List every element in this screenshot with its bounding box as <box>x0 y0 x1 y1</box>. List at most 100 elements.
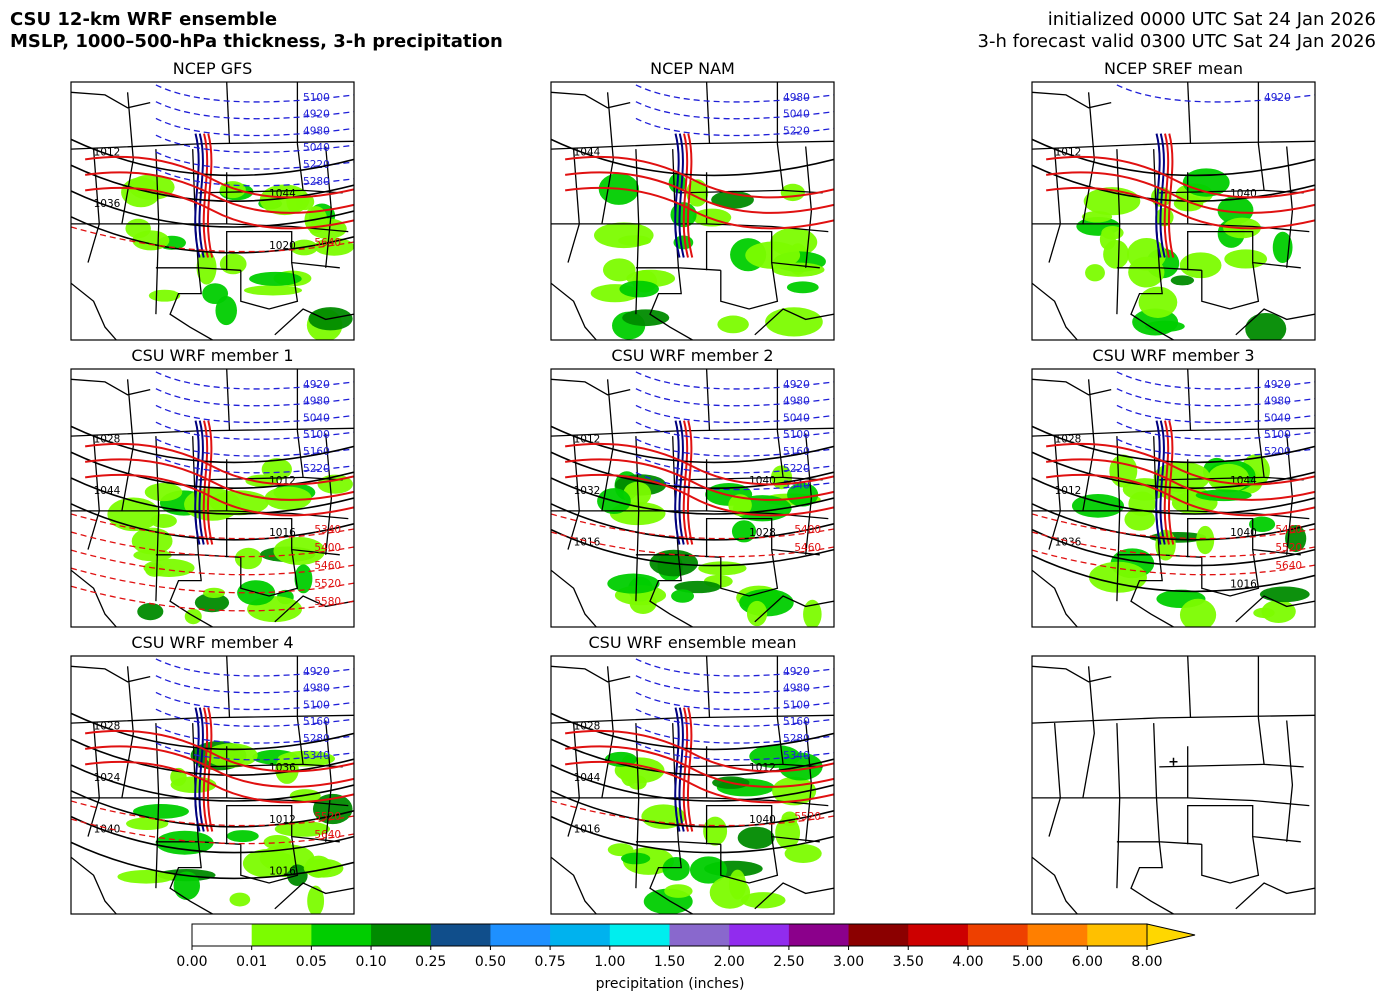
state-border <box>198 763 304 768</box>
warm-label: 5400 <box>794 524 821 536</box>
warm-label: 5460 <box>1275 524 1302 536</box>
thickness-warm <box>1046 171 1315 214</box>
state-border <box>720 549 779 597</box>
thickness-contour <box>635 117 834 137</box>
precip-area <box>133 804 189 819</box>
precip-area <box>145 562 165 577</box>
precip-area <box>662 856 690 881</box>
thickness-label: 5160 <box>303 446 330 458</box>
thickness-contour <box>155 725 354 744</box>
state-border <box>226 82 231 144</box>
front-line <box>198 420 205 545</box>
thickness-warm-dashed <box>551 800 834 827</box>
map-content: 4980 5040 5220 1044 <box>551 82 834 340</box>
precip-area <box>314 237 354 256</box>
colorbar-tick-label: 6.00 <box>1072 954 1103 970</box>
thickness-label: 5100 <box>783 699 810 711</box>
state-border <box>551 856 597 914</box>
thickness-contour <box>155 134 354 153</box>
thickness-warm-dashed <box>551 513 834 540</box>
panel-frame <box>70 655 355 915</box>
isobar-label: 1028 <box>94 720 121 732</box>
thickness-warm <box>85 155 354 199</box>
precip-area <box>729 869 747 900</box>
isobar <box>1032 528 1315 567</box>
precip-area <box>243 285 303 296</box>
precip-area <box>1128 256 1165 288</box>
thickness-warm <box>85 442 354 486</box>
thickness-contour <box>635 404 834 424</box>
isobar-label: 1016 <box>269 527 296 539</box>
state-border <box>71 665 151 683</box>
map-content: 4920 4980 5100 5160 5280 5340 1028 1036 1024 1012… <box>71 656 354 914</box>
state-border <box>601 92 614 225</box>
state-border <box>1082 92 1095 225</box>
panel-frame <box>550 655 835 915</box>
state-border <box>1048 723 1061 837</box>
thickness-contour <box>635 371 834 390</box>
isobar <box>551 503 834 541</box>
precip-area <box>150 513 177 528</box>
warm-label: 5520 <box>314 811 341 823</box>
isobar <box>551 528 834 567</box>
state-border <box>1130 841 1174 914</box>
precip-area <box>294 564 313 594</box>
thickness-warm <box>565 473 834 517</box>
isobar <box>551 712 834 751</box>
precip-area <box>215 296 237 326</box>
precip-area <box>703 816 728 846</box>
thickness-warm <box>565 171 834 214</box>
state-border <box>705 656 711 718</box>
colorbar-segment <box>1027 924 1088 946</box>
thickness-contour <box>1116 371 1315 390</box>
thickness-warm-dashed <box>71 585 354 612</box>
thickness-warm <box>1046 473 1315 517</box>
isobar <box>1032 503 1315 541</box>
state-border <box>198 189 304 194</box>
state-border <box>240 836 299 884</box>
valid-time: 3-h forecast valid 0300 UTC Sat 24 Jan 2… <box>978 31 1377 52</box>
thickness-warm <box>565 745 834 788</box>
isobar-label: 1040 <box>94 824 121 836</box>
front-line <box>202 707 209 832</box>
thickness-contour <box>155 168 354 187</box>
isobar <box>71 451 354 489</box>
state-border <box>635 723 640 889</box>
warm-label: 5640 <box>1275 560 1302 572</box>
front-line <box>194 133 201 258</box>
front-line <box>198 707 205 832</box>
isobar-label: 1012 <box>269 475 296 487</box>
precip-area <box>786 281 819 294</box>
isobar <box>1032 425 1315 464</box>
colorbar-segment <box>490 924 551 946</box>
front-line <box>678 420 685 545</box>
thickness-contour <box>635 101 834 120</box>
isobar-label: 1028 <box>94 433 121 445</box>
isobar <box>1032 477 1315 515</box>
isobar <box>1032 138 1315 177</box>
thickness-label: 5220 <box>303 159 330 171</box>
warm-label: 5640 <box>314 829 341 841</box>
isobar <box>1032 164 1315 202</box>
isobar-label: 1044 <box>574 772 601 784</box>
colorbar-segment <box>311 924 372 946</box>
thickness-warm <box>85 745 354 788</box>
init-time: initialized 0000 UTC Sat 24 Jan 2026 <box>1048 9 1376 30</box>
map-panel: 4980 5040 5220 1044 NCEP NAM <box>550 59 835 341</box>
precip-area <box>607 573 660 594</box>
precip-area <box>781 811 798 827</box>
thickness-contour <box>155 101 354 120</box>
thickness-contour <box>1116 388 1315 407</box>
map-content: 4920 4980 5100 5160 5280 5340 1028 1012 1044 1040… <box>551 656 834 914</box>
state-border <box>155 723 160 889</box>
isobar <box>71 738 354 776</box>
state-border <box>551 665 631 683</box>
state-border <box>1159 763 1265 768</box>
front-line <box>1163 133 1170 258</box>
state-border <box>1159 476 1265 481</box>
thickness-label: 4980 <box>303 683 330 695</box>
precip-area <box>184 487 241 521</box>
isobar <box>71 425 354 464</box>
precip-area <box>619 280 659 298</box>
